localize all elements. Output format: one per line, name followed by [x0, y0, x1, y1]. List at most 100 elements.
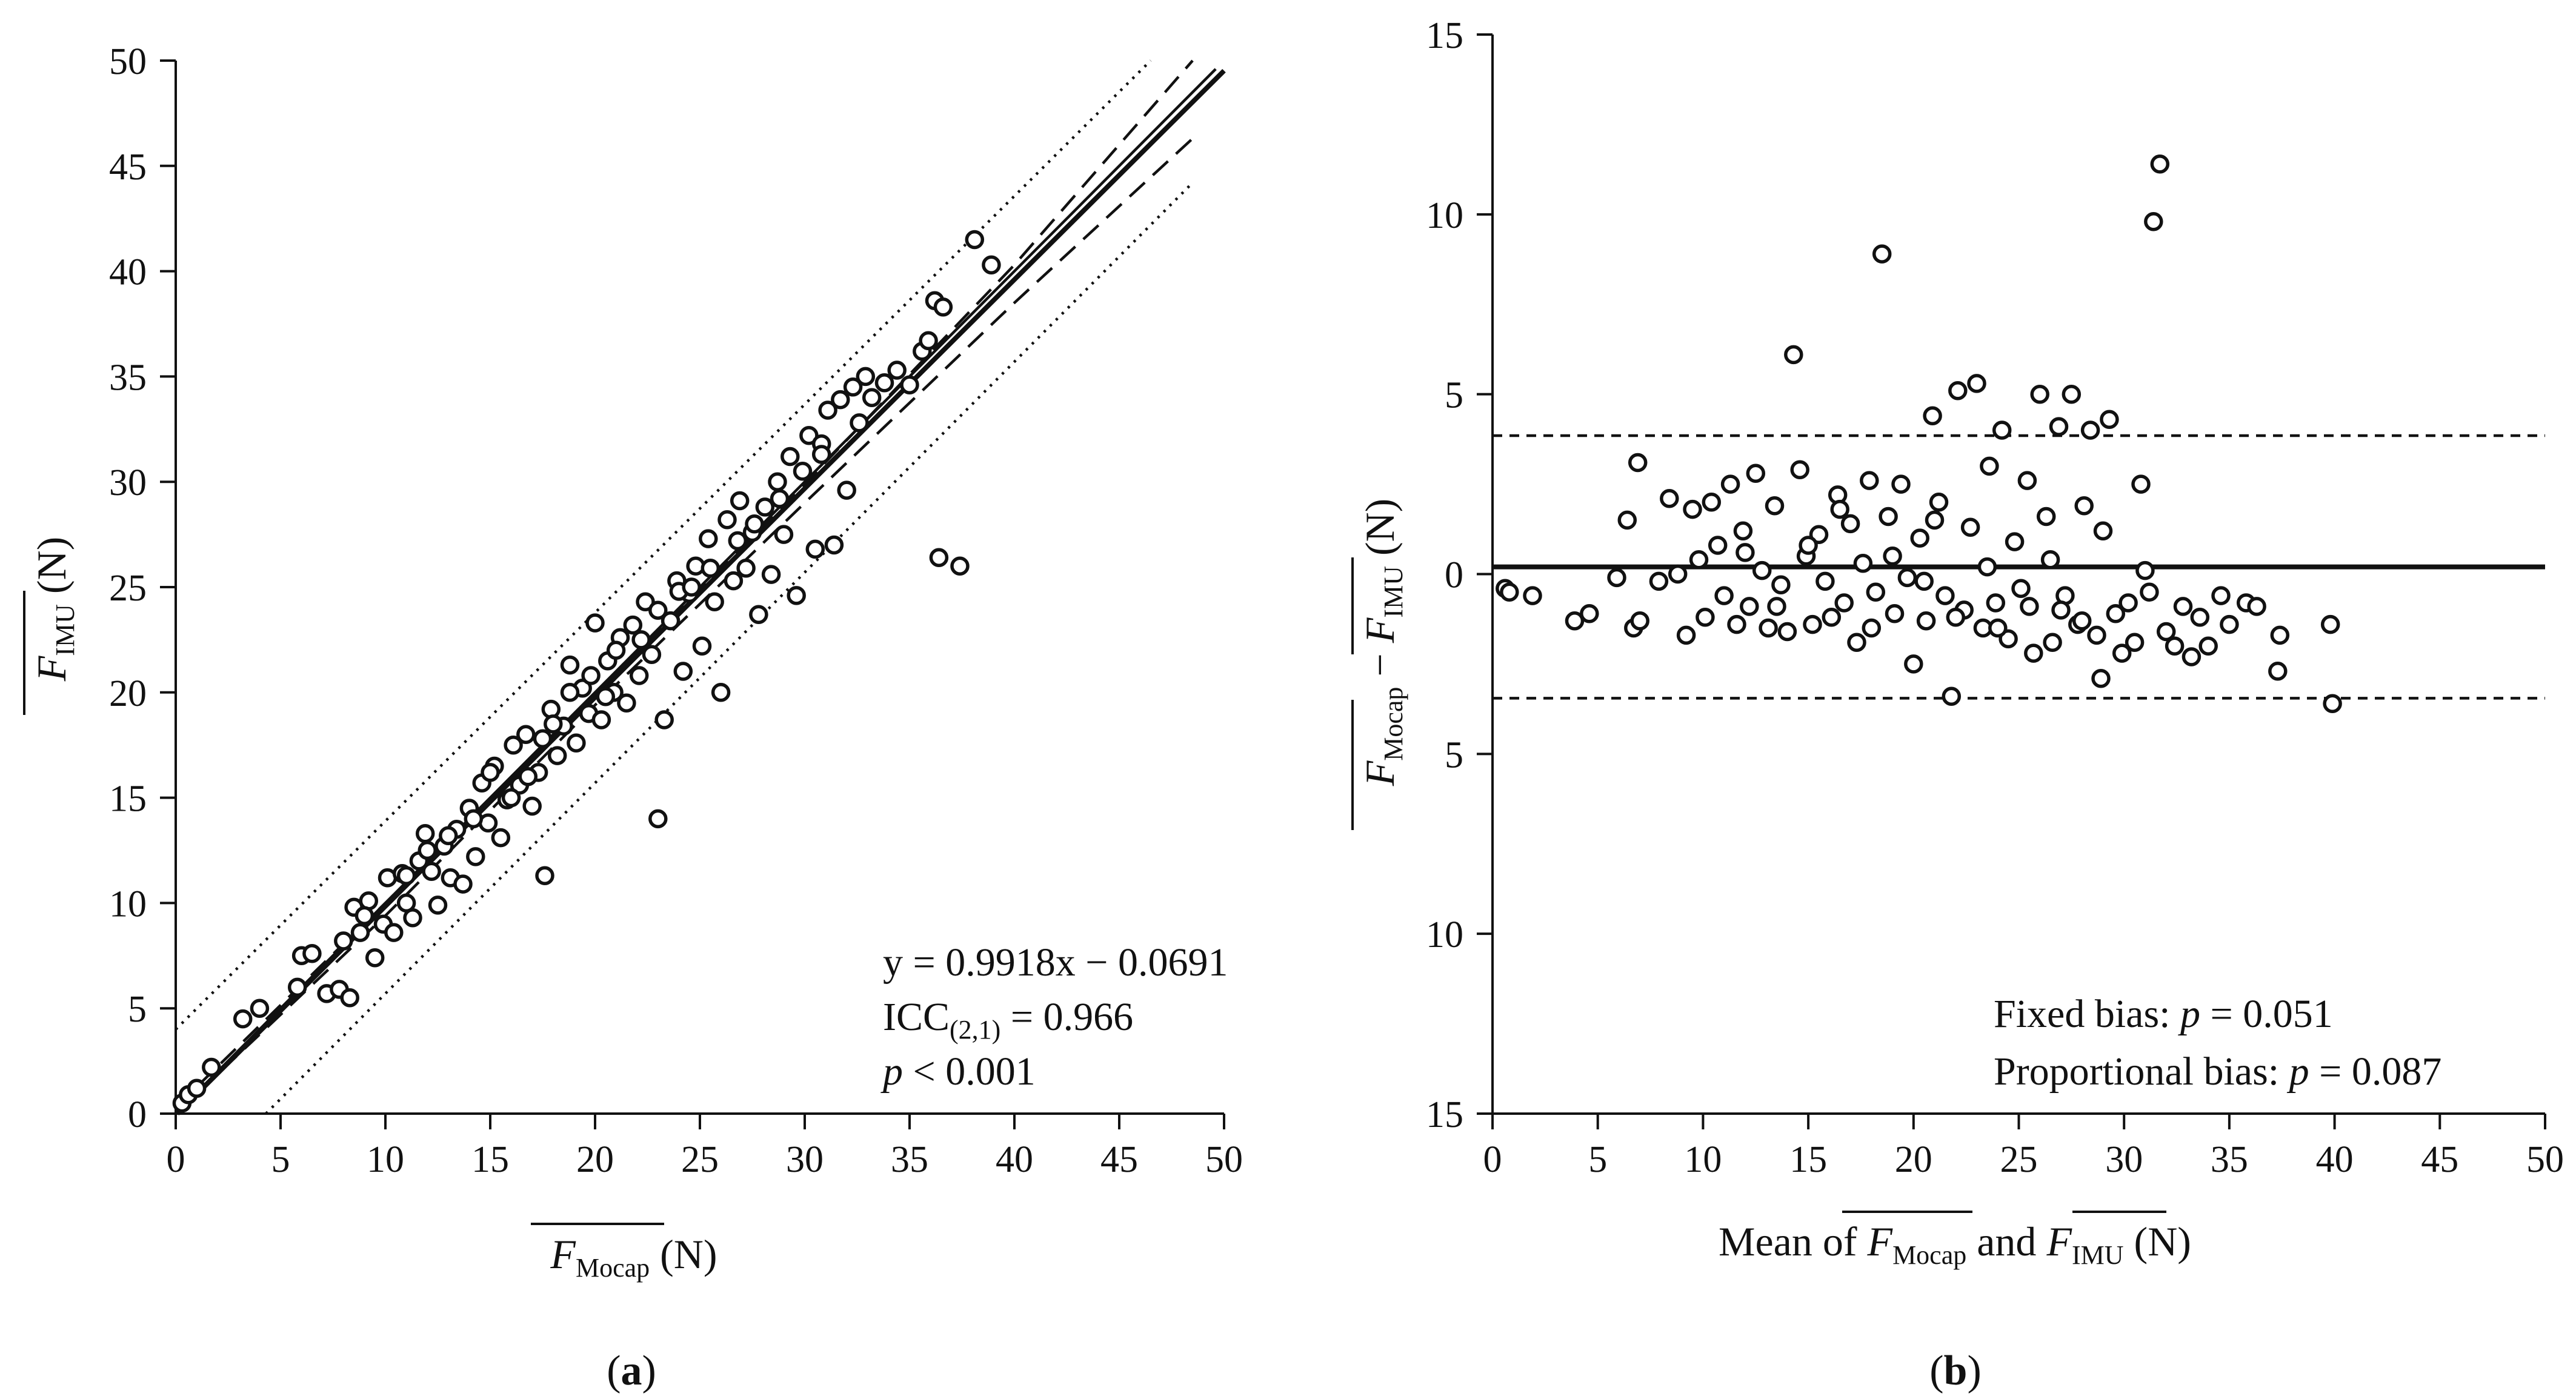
panel-b-data-point — [1872, 244, 1892, 264]
panel-a-x-tick-label: 15 — [471, 1139, 509, 1180]
panel-b-data-point — [1702, 493, 1722, 512]
panel-a-data-point — [518, 767, 538, 786]
panel-b-data-point — [1765, 496, 1785, 516]
panel-b-data-point — [2173, 597, 2193, 616]
panel-b-data-point — [1840, 514, 1860, 534]
panel-a-confidence-band-lower — [175, 137, 1194, 1115]
panel-a-data-point — [596, 687, 616, 706]
panel-b-x-tick-label: 45 — [2421, 1139, 2458, 1180]
panel-a-data-point — [837, 480, 856, 500]
panel-a-data-point — [581, 666, 601, 685]
panel-a-x-tick-label: 25 — [681, 1139, 719, 1180]
panel-b-data-point — [2051, 600, 2071, 620]
panel-b-x-axis-label: Mean of FMocap and FIMU (N) — [1719, 1218, 2191, 1270]
panel-b-data-point — [1784, 345, 1803, 365]
panel-a-data-point — [418, 840, 437, 860]
panel-a-data-point — [403, 908, 422, 928]
panel-b-data-point — [1847, 633, 1866, 653]
panel-a-y-tick-label: 30 — [109, 462, 147, 503]
panel-b-data-point — [2020, 597, 2039, 616]
panel-b-data-point — [2135, 560, 2155, 580]
panel-a-data-point — [415, 823, 435, 843]
panel-a-label: (a) — [607, 1347, 656, 1394]
panel-b-data-point — [1607, 568, 1626, 588]
panel-b-data-point — [1977, 557, 1997, 577]
panel-b-bias-lines — [1493, 434, 2545, 700]
panel-b-y-tick-label: 10 — [1426, 195, 1463, 236]
panel-b-data-point — [1720, 474, 1740, 494]
panel-b-data-point — [2017, 471, 2037, 490]
panel-a-data-point — [302, 944, 322, 963]
panel-b-x-tick-label: 40 — [2316, 1139, 2354, 1180]
panel-b-data-point — [1771, 575, 1791, 595]
panel-b-data-point — [1834, 593, 1854, 613]
panel-a-y-tick-label: 10 — [109, 883, 147, 925]
panel-a-data-point — [711, 683, 731, 702]
panel-b-data-point — [1935, 586, 1955, 605]
panel-b-data-point — [2190, 607, 2210, 627]
panel-b-data-point — [1946, 607, 1966, 627]
panel-a-data-point — [567, 733, 586, 753]
panel-b-data-point — [2320, 614, 2340, 634]
panel-a-data-point — [793, 462, 813, 481]
panel-b-data-point — [2270, 625, 2290, 645]
panel-b-data-point — [1860, 471, 1879, 490]
panel-b-x-tick-label: 30 — [2105, 1139, 2143, 1180]
panel-b-data-point — [2093, 521, 2113, 541]
panel-a-data-point — [585, 613, 605, 633]
panel-a-axes: 0 5 10 15 20 25 30 35 40 45 50 0 5 10 15 20 25 30 35 40 45 50 — [109, 41, 1243, 1180]
panel-a-data-point — [648, 600, 668, 620]
panel-b-data-point — [2072, 611, 2092, 631]
panel-b-data-point — [2140, 582, 2159, 602]
panel-b-data-point — [1891, 474, 1911, 494]
panel-b-data-point — [1759, 618, 1778, 638]
panel-b-data-point — [1914, 571, 1934, 591]
panel-a-data-point — [516, 725, 536, 745]
panel-b-data-point — [1883, 547, 1902, 566]
panel-a-xlabel-unit: (N) — [650, 1231, 717, 1277]
panel-a-data-point — [428, 896, 448, 915]
panel-a-data-point — [831, 390, 850, 410]
panel-a-data-point — [439, 826, 458, 845]
panel-a-data-point — [919, 331, 938, 351]
panel-b-x-tick-label: 15 — [1789, 1139, 1827, 1180]
panel-a-y-tick-label: 35 — [109, 357, 147, 398]
panel-a-data-point — [768, 472, 787, 491]
panel-b-data-point — [2106, 604, 2126, 623]
panel-a-data-point — [422, 862, 441, 882]
panel-a-icc-main: ICC — [883, 995, 950, 1039]
panel-a-data-point — [504, 735, 523, 755]
panel-b-data-point — [1689, 550, 1709, 570]
panel-b-data-point — [1777, 622, 1797, 642]
panel-b-data-point — [1736, 543, 1755, 562]
panel-a-data-point — [501, 788, 521, 808]
panel-a-data-point — [929, 548, 949, 568]
panel-b-data-point — [2198, 636, 2218, 656]
panel-b-data-point — [1676, 625, 1696, 645]
panel-b-data-point — [2165, 636, 2185, 656]
panel-b-data-point — [2005, 532, 2025, 551]
panel-a-x-tick-label: 40 — [996, 1139, 1033, 1180]
panel-b-x-tick-label: 35 — [2211, 1139, 2248, 1180]
panel-a-data-point — [535, 866, 554, 885]
panel-a-data-point — [728, 531, 748, 551]
panel-a-data-point — [818, 400, 837, 420]
panel-b-data-point — [1803, 614, 1822, 634]
panel-b-data-point — [2074, 496, 2094, 516]
panel-b-data-point — [1830, 499, 1849, 519]
panel-a-y-tick-label: 15 — [109, 779, 147, 820]
panel-a-prediction-lower — [265, 182, 1194, 1115]
panel-a-data-point — [850, 413, 869, 433]
panel-b-data-point — [2087, 625, 2106, 645]
panel-b-data-point — [1523, 586, 1542, 605]
panel-b-proportional-bias: Proportional bias: p = 0.087 — [1994, 1049, 2441, 1094]
panel-b-data-point — [1853, 553, 1873, 573]
panel-b-data-point — [2024, 643, 2043, 663]
panel-b-data-point — [2211, 586, 2231, 605]
panel-a-data-point — [629, 666, 649, 685]
panel-b-data-point — [2080, 420, 2100, 440]
panel-b-data-point — [1617, 510, 1637, 530]
panel-a-scatter-points — [172, 230, 1001, 1113]
panel-b-data-point — [2049, 417, 2069, 436]
panel-b-data-point — [1727, 614, 1746, 634]
